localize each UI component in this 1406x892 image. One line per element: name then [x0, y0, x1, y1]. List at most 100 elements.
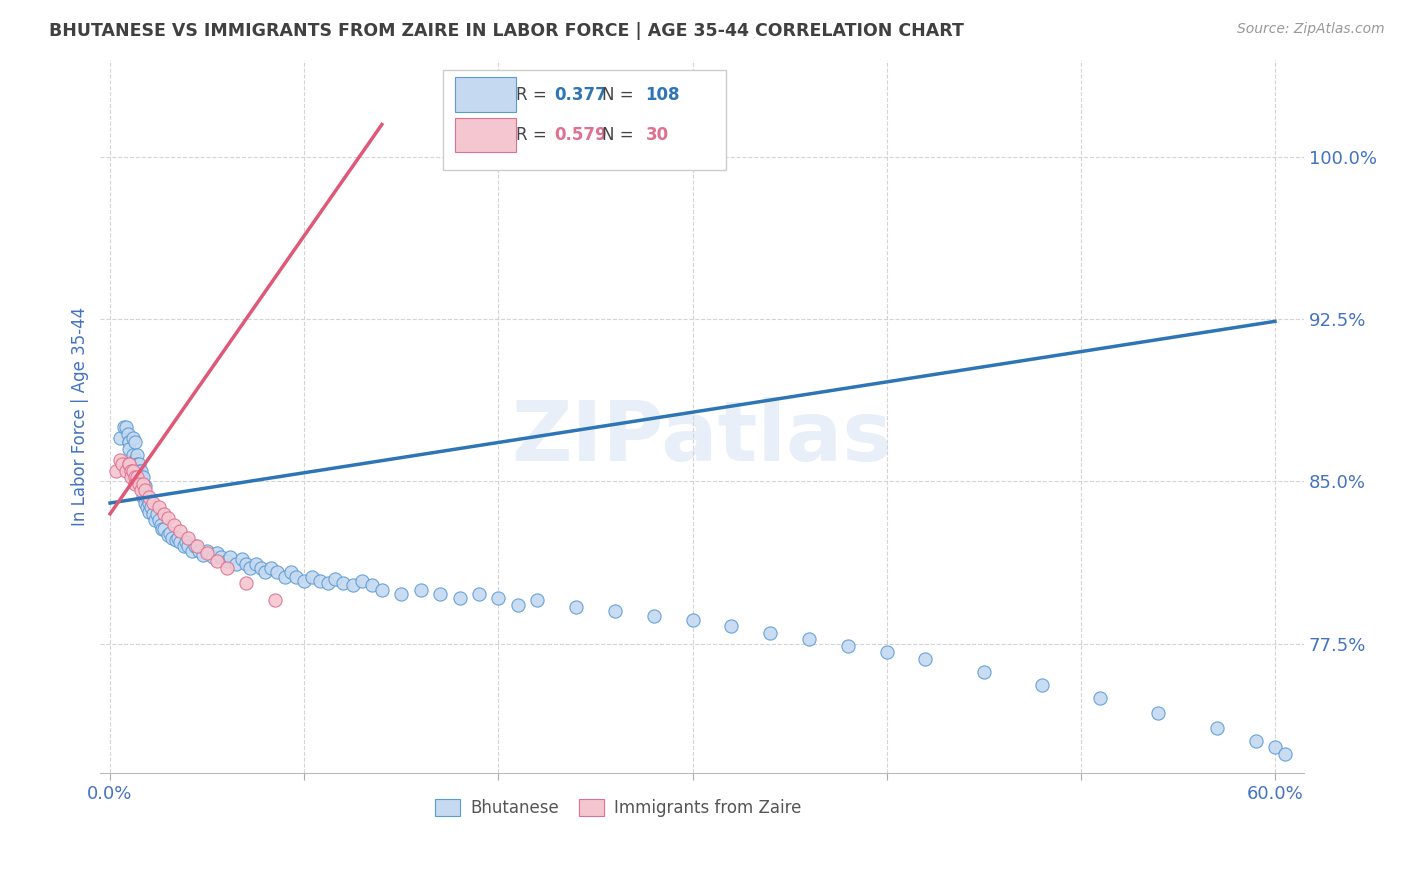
- Point: [122, 431, 145, 445]
- Point: [174, 535, 197, 549]
- Point: [134, 483, 156, 497]
- Point: [127, 470, 149, 484]
- Point: [134, 490, 156, 504]
- Point: [264, 593, 287, 607]
- Point: [132, 470, 155, 484]
- Point: [565, 599, 588, 614]
- Point: [409, 582, 432, 597]
- Point: [169, 535, 191, 549]
- Point: [449, 591, 471, 606]
- Text: Source: ZipAtlas.com: Source: ZipAtlas.com: [1237, 22, 1385, 37]
- Point: [177, 539, 200, 553]
- Point: [132, 476, 155, 491]
- Point: [235, 557, 257, 571]
- Point: [142, 496, 165, 510]
- Point: [108, 452, 131, 467]
- Point: [186, 539, 208, 553]
- Point: [274, 569, 297, 583]
- Point: [215, 554, 238, 568]
- Text: BHUTANESE VS IMMIGRANTS FROM ZAIRE IN LABOR FORCE | AGE 35-44 CORRELATION CHART: BHUTANESE VS IMMIGRANTS FROM ZAIRE IN LA…: [49, 22, 965, 40]
- Point: [124, 464, 146, 478]
- Point: [914, 652, 936, 666]
- Point: [118, 442, 141, 456]
- Point: [837, 639, 859, 653]
- Point: [250, 561, 273, 575]
- Point: [108, 431, 131, 445]
- Point: [323, 572, 346, 586]
- Point: [1090, 690, 1112, 705]
- Point: [225, 557, 247, 571]
- Point: [129, 470, 152, 484]
- Point: [603, 604, 626, 618]
- Point: [112, 420, 135, 434]
- Point: [134, 479, 156, 493]
- Point: [153, 507, 176, 521]
- Point: [128, 475, 150, 489]
- Point: [148, 513, 170, 527]
- Point: [526, 593, 548, 607]
- Point: [177, 531, 200, 545]
- Point: [163, 517, 186, 532]
- Point: [127, 464, 149, 478]
- Point: [285, 569, 308, 583]
- Point: [120, 464, 142, 478]
- Point: [104, 464, 127, 478]
- FancyBboxPatch shape: [456, 118, 516, 153]
- Text: 30: 30: [645, 127, 669, 145]
- Text: 0.377: 0.377: [554, 86, 607, 103]
- Point: [118, 435, 141, 450]
- Text: R =: R =: [516, 86, 551, 103]
- Point: [124, 452, 146, 467]
- Point: [173, 539, 195, 553]
- Legend: Bhutanese, Immigrants from Zaire: Bhutanese, Immigrants from Zaire: [426, 791, 810, 826]
- Point: [876, 645, 898, 659]
- Point: [205, 554, 228, 568]
- Point: [117, 426, 139, 441]
- Point: [797, 632, 820, 647]
- Point: [148, 500, 170, 515]
- Point: [486, 591, 509, 606]
- Point: [128, 464, 150, 478]
- Point: [193, 548, 215, 562]
- Text: R =: R =: [516, 127, 551, 145]
- Point: [127, 449, 149, 463]
- Point: [157, 528, 180, 542]
- Point: [245, 557, 267, 571]
- Point: [120, 470, 142, 484]
- Point: [139, 500, 162, 515]
- Point: [122, 449, 145, 463]
- Point: [209, 550, 232, 565]
- Point: [118, 457, 141, 471]
- Point: [205, 546, 228, 560]
- Point: [342, 578, 364, 592]
- Point: [124, 470, 146, 484]
- Point: [159, 526, 181, 541]
- Point: [301, 569, 323, 583]
- Point: [138, 505, 160, 519]
- Point: [124, 457, 146, 471]
- Point: [142, 507, 165, 521]
- Point: [132, 490, 155, 504]
- Point: [254, 566, 277, 580]
- Point: [266, 566, 288, 580]
- Point: [149, 517, 172, 532]
- Text: ZIPatlas: ZIPatlas: [512, 398, 893, 478]
- Point: [167, 531, 190, 545]
- Point: [1274, 747, 1296, 761]
- Point: [235, 576, 257, 591]
- Point: [195, 546, 218, 560]
- Point: [180, 543, 202, 558]
- Point: [1244, 734, 1267, 748]
- Point: [759, 625, 782, 640]
- Point: [506, 598, 529, 612]
- Point: [118, 435, 141, 450]
- Point: [111, 457, 134, 471]
- Point: [124, 435, 146, 450]
- Point: [316, 576, 339, 591]
- Point: [128, 470, 150, 484]
- Point: [292, 574, 315, 588]
- Point: [332, 576, 354, 591]
- Point: [122, 464, 145, 478]
- Point: [169, 524, 191, 538]
- Point: [157, 511, 180, 525]
